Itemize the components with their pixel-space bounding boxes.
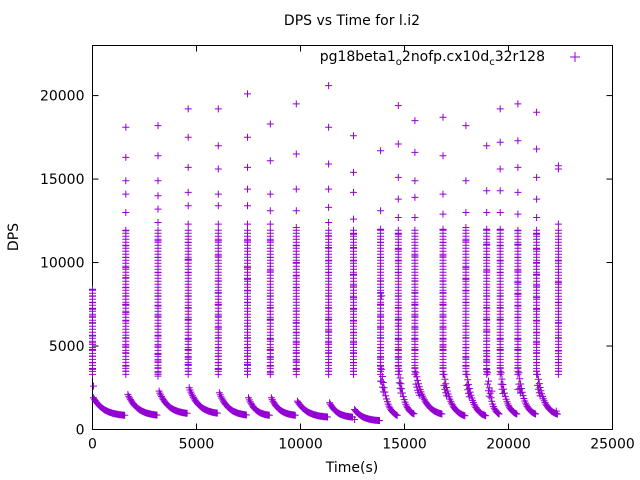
burst-points xyxy=(496,105,504,378)
legend-marker-plus xyxy=(570,52,580,62)
decay-points xyxy=(215,389,250,419)
decay-points xyxy=(378,365,401,419)
decay-points xyxy=(395,367,418,418)
x-tick-label: 0 xyxy=(88,437,97,453)
y-tick-label: 10000 xyxy=(40,256,85,272)
legend-label-part: pg18beta1 xyxy=(320,49,396,65)
burst-points xyxy=(350,132,357,378)
legend: pg18beta1o2nofp.cx10dc32r128 xyxy=(320,49,580,68)
x-tick-label: 15000 xyxy=(382,437,427,453)
burst-points xyxy=(394,102,402,378)
legend-label-subscript: o xyxy=(396,57,402,68)
decay-points xyxy=(90,394,129,419)
decay-points xyxy=(293,397,331,421)
burst-points xyxy=(325,82,333,378)
decay-points xyxy=(412,369,446,418)
burst-points xyxy=(122,123,130,378)
decay-points xyxy=(245,394,273,419)
legend-label-subscript: c xyxy=(489,57,495,68)
x-axis-label: Time(s) xyxy=(325,460,378,476)
burst-points xyxy=(462,122,470,378)
decay-points xyxy=(267,394,299,419)
decay-points xyxy=(440,370,469,420)
y-tick-label: 20000 xyxy=(40,89,85,105)
decay-points xyxy=(326,399,356,421)
burst-points xyxy=(439,113,447,378)
decay-points xyxy=(124,390,161,419)
burst-points xyxy=(184,105,192,378)
burst-points xyxy=(377,147,385,385)
x-tick-label: 10000 xyxy=(278,437,323,453)
burst-points xyxy=(292,100,300,378)
burst-points xyxy=(89,285,96,378)
burst-points xyxy=(514,100,522,378)
burst-points xyxy=(154,122,162,378)
decay-points xyxy=(515,369,539,418)
axis-ticks: 0 5000 10000 15000 20000 25000 0 5000 10000 15000… xyxy=(40,45,635,453)
burst-points xyxy=(244,90,251,378)
y-axis-label: DPS xyxy=(6,223,22,251)
burst-points xyxy=(411,117,419,378)
x-tick-label: 5000 xyxy=(179,437,215,453)
x-tick-label: 20000 xyxy=(486,437,531,453)
legend-series-label: pg18beta1o2nofp.cx10dc32r128 xyxy=(320,49,545,68)
data-points xyxy=(89,82,562,425)
decay-points xyxy=(185,384,221,417)
decay-points xyxy=(484,369,503,418)
chart-title: DPS vs Time for l.i2 xyxy=(284,13,420,29)
isolated-points xyxy=(90,292,560,423)
y-tick-label: 0 xyxy=(76,423,85,439)
decay-points xyxy=(497,369,521,418)
burst-points xyxy=(554,162,562,378)
decay-points xyxy=(534,370,561,418)
x-tick-label: 25000 xyxy=(590,437,635,453)
decay-points xyxy=(463,370,490,420)
burst-points xyxy=(266,120,274,378)
y-tick-label: 5000 xyxy=(49,339,85,355)
decay-points xyxy=(155,387,191,417)
burst-points xyxy=(533,108,541,378)
burst-points xyxy=(214,105,222,378)
decay-points xyxy=(351,406,383,425)
legend-label-part: 32r128 xyxy=(495,49,545,65)
legend-marker-path xyxy=(570,52,580,62)
burst-points xyxy=(483,142,491,378)
legend-label-part: 2nofp.cx10d xyxy=(402,49,489,65)
plot-frame xyxy=(92,45,613,430)
y-tick-label: 15000 xyxy=(40,172,85,188)
